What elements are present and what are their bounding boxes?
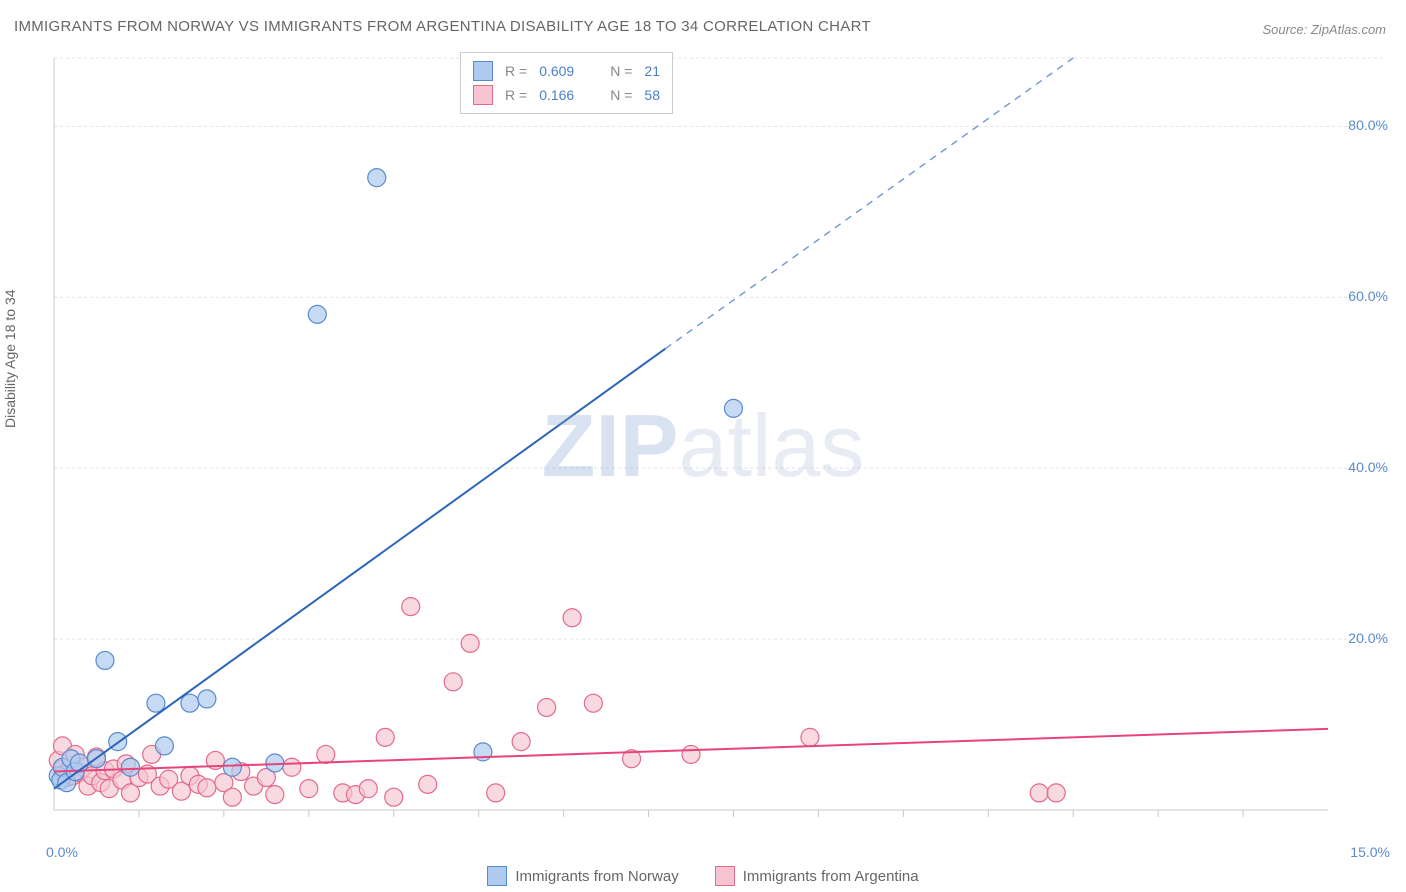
n-label: N = — [610, 87, 632, 103]
legend-row-argentina: R = 0.166 N = 58 — [473, 83, 660, 107]
swatch-norway-icon — [487, 866, 507, 886]
y-tick-20: 20.0% — [1348, 630, 1388, 646]
y-tick-80: 80.0% — [1348, 117, 1388, 133]
swatch-argentina-icon — [715, 866, 735, 886]
legend-item-norway: Immigrants from Norway — [487, 866, 678, 886]
source-attribution: Source: ZipAtlas.com — [1262, 22, 1386, 37]
n-label: N = — [610, 63, 632, 79]
x-tick-1: 15.0% — [1350, 844, 1390, 860]
x-tick-0: 0.0% — [46, 844, 78, 860]
legend-label-argentina: Immigrants from Argentina — [743, 868, 919, 885]
n-value-norway: 21 — [644, 63, 660, 79]
legend-label-norway: Immigrants from Norway — [515, 868, 678, 885]
legend-item-argentina: Immigrants from Argentina — [715, 866, 919, 886]
correlation-legend: R = 0.609 N = 21 R = 0.166 N = 58 — [460, 52, 673, 114]
r-value-norway: 0.609 — [539, 63, 574, 79]
series-legend: Immigrants from Norway Immigrants from A… — [0, 866, 1406, 886]
chart-title: IMMIGRANTS FROM NORWAY VS IMMIGRANTS FRO… — [14, 18, 871, 35]
r-label: R = — [505, 63, 527, 79]
y-axis-label: Disability Age 18 to 34 — [2, 289, 18, 428]
n-value-argentina: 58 — [644, 87, 660, 103]
y-tick-60: 60.0% — [1348, 288, 1388, 304]
swatch-norway — [473, 61, 493, 81]
r-value-argentina: 0.166 — [539, 87, 574, 103]
y-tick-40: 40.0% — [1348, 459, 1388, 475]
swatch-argentina — [473, 85, 493, 105]
watermark: ZIPatlas — [542, 395, 865, 497]
r-label: R = — [505, 87, 527, 103]
legend-row-norway: R = 0.609 N = 21 — [473, 59, 660, 83]
